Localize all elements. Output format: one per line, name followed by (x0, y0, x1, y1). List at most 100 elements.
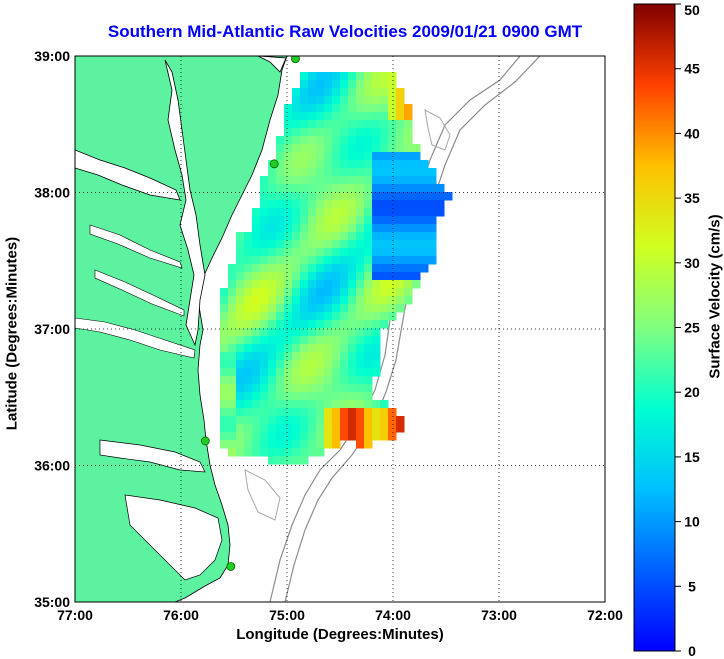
velocity-cell (276, 192, 285, 201)
velocity-cell (244, 288, 253, 297)
velocity-cell (268, 440, 277, 449)
velocity-cell (244, 408, 253, 417)
velocity-cell (276, 152, 285, 161)
velocity-cell (364, 368, 373, 377)
velocity-cell (340, 240, 349, 249)
velocity-cell (300, 72, 309, 81)
velocity-cell (260, 400, 269, 409)
pamlico-sound (124, 494, 223, 581)
velocity-cell (316, 88, 325, 97)
velocity-cell (284, 336, 293, 345)
velocity-cell (276, 328, 285, 337)
colorbar-tick-label: 30 (684, 255, 700, 271)
velocity-cell (412, 144, 421, 153)
velocity-cell (348, 176, 357, 185)
velocity-cell (356, 216, 365, 225)
velocity-cell (244, 328, 253, 337)
velocity-cell (244, 256, 253, 265)
velocity-cell (268, 360, 277, 369)
velocity-cell (404, 200, 413, 209)
velocity-cell (324, 384, 333, 393)
velocity-cell (244, 320, 253, 329)
velocity-cell (332, 424, 341, 433)
velocity-cell (364, 280, 373, 289)
velocity-cell (396, 112, 405, 121)
velocity-cell (348, 200, 357, 209)
velocity-cell (300, 232, 309, 241)
velocity-cell (300, 144, 309, 153)
velocity-cell (260, 272, 269, 281)
velocity-cell (260, 320, 269, 329)
velocity-cell (404, 144, 413, 153)
velocity-cell (308, 248, 317, 257)
velocity-cell (348, 424, 357, 433)
velocity-cell (268, 200, 277, 209)
velocity-cell (308, 280, 317, 289)
velocity-cell (324, 312, 333, 321)
york-river (94, 269, 185, 317)
velocity-cell (300, 296, 309, 305)
velocity-cell (420, 160, 429, 169)
y-tick-label: 38:00 (34, 185, 70, 201)
velocity-cell (372, 80, 381, 89)
velocity-cell (252, 304, 261, 313)
velocity-cell (340, 416, 349, 425)
velocity-cell (316, 80, 325, 89)
x-tick-label: 74:00 (375, 607, 411, 623)
velocity-cell (316, 248, 325, 257)
velocity-cell (380, 144, 389, 153)
velocity-cell (388, 280, 397, 289)
velocity-cell (284, 288, 293, 297)
velocity-cell (332, 152, 341, 161)
velocity-cell (228, 400, 237, 409)
velocity-cell (300, 336, 309, 345)
velocity-cell (388, 184, 397, 193)
velocity-cell (292, 112, 301, 121)
velocity-cell (372, 304, 381, 313)
velocity-cell (308, 368, 317, 377)
velocity-cell (332, 416, 341, 425)
velocity-cell (396, 120, 405, 129)
velocity-cell (372, 352, 381, 361)
velocity-cell (364, 312, 373, 321)
velocity-cell (268, 192, 277, 201)
velocity-cell (340, 80, 349, 89)
velocity-cell (252, 264, 261, 273)
velocity-cell (268, 376, 277, 385)
velocity-cell (404, 264, 413, 273)
velocity-cell (308, 384, 317, 393)
velocity-cell (236, 320, 245, 329)
velocity-cell (428, 184, 437, 193)
velocity-cell (372, 256, 381, 265)
velocity-cell (388, 104, 397, 113)
velocity-cell (388, 408, 397, 417)
velocity-cell (292, 296, 301, 305)
velocity-cell (316, 368, 325, 377)
velocity-cell (284, 144, 293, 153)
velocity-cell (332, 400, 341, 409)
velocity-cell (364, 224, 373, 233)
velocity-cell (260, 240, 269, 249)
velocity-cell (348, 384, 357, 393)
velocity-cell (292, 352, 301, 361)
velocity-cell (388, 256, 397, 265)
velocity-cell (308, 224, 317, 233)
velocity-cell (356, 376, 365, 385)
colorbar (633, 3, 676, 652)
velocity-cell (292, 272, 301, 281)
velocity-cell (372, 128, 381, 137)
velocity-cell (372, 320, 381, 329)
velocity-cell (356, 120, 365, 129)
velocity-cell (228, 392, 237, 401)
velocity-cell (276, 376, 285, 385)
velocity-cell (220, 424, 229, 433)
velocity-cell (332, 368, 341, 377)
velocity-cell (396, 304, 405, 313)
velocity-cell (308, 272, 317, 281)
velocity-cell (268, 320, 277, 329)
radar-station-marker (269, 159, 279, 169)
velocity-cell (404, 208, 413, 217)
velocity-cell (308, 400, 317, 409)
velocity-cell (236, 400, 245, 409)
velocity-cell (356, 344, 365, 353)
